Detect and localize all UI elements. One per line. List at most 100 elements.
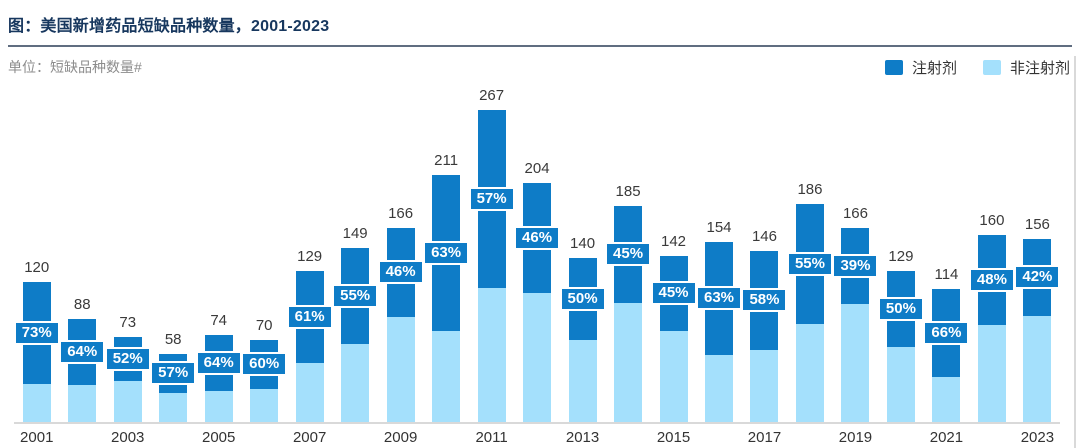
bar-column-2023: 156 42% — [1014, 88, 1061, 422]
bar-total-label: 156 — [1024, 216, 1050, 233]
bar-segment-non-injectable — [614, 303, 643, 422]
title-divider — [8, 45, 1072, 47]
bar-total-label: 166 — [388, 205, 414, 222]
x-axis-tick-label — [696, 424, 741, 446]
bar-total-label: 129 — [888, 248, 914, 265]
bar-total-label: 267 — [479, 87, 505, 104]
bar-segment-non-injectable — [159, 393, 188, 422]
bar-injectable-pct-label: 63% — [696, 286, 742, 310]
bar-segment-non-injectable — [659, 331, 688, 422]
x-axis-tick-label — [969, 424, 1014, 446]
bar-total-label: 129 — [297, 248, 323, 265]
bar-total-label: 186 — [797, 181, 823, 198]
bar-injectable-pct-label: 45% — [605, 242, 652, 266]
bar-column-2011: 267 57% — [468, 87, 515, 422]
stacked-bar — [886, 271, 915, 422]
bar-injectable-pct-label: 63% — [423, 241, 470, 265]
bar-column-2016: 154 63% — [696, 88, 742, 422]
bar-segment-non-injectable — [386, 317, 415, 422]
bar-total-label: 149 — [342, 225, 368, 242]
bar-column-2006: 70 60% — [241, 88, 288, 422]
bar-injectable-pct-label: 46% — [377, 260, 424, 284]
page-right-edge-line — [1074, 56, 1076, 448]
x-axis-tick-label: 2017 — [747, 429, 782, 446]
bar-segment-non-injectable — [568, 340, 597, 422]
x-axis-tick-label: 2007 — [292, 429, 327, 446]
bar-total-label: 154 — [706, 219, 732, 236]
x-axis-labels: 2001 2003 2005 2007 2009 2011 2013 2015 2017 2019… — [14, 424, 1060, 446]
x-axis-tick-label: 2023 — [1020, 429, 1055, 446]
legend-swatch-non-injectable-icon — [982, 59, 1001, 75]
bar-segment-non-injectable — [432, 331, 461, 422]
bar-injectable-pct-label: 58% — [741, 288, 788, 312]
stacked-bar — [22, 282, 51, 422]
bar-injectable-pct-label: 39% — [832, 254, 879, 278]
bar-column-2022: 160 48% — [968, 88, 1015, 422]
bar-total-label: 142 — [661, 233, 687, 250]
x-axis-tick-label: 2013 — [565, 429, 600, 446]
bar-segment-non-injectable — [750, 350, 779, 422]
bar-injectable-pct-label: 57% — [468, 187, 515, 211]
bar-segment-non-injectable — [1023, 316, 1052, 422]
bar-total-label: 73 — [119, 314, 137, 331]
bar-column-2010: 211 63% — [423, 88, 470, 422]
stacked-bar — [204, 335, 233, 422]
legend-label-injectable: 注射剂 — [911, 59, 957, 77]
bar-column-2007: 129 61% — [286, 88, 333, 422]
bar-injectable-pct-label: 42% — [1014, 265, 1061, 289]
bar-injectable-pct-label: 52% — [104, 347, 151, 371]
x-axis-tick-label: 2021 — [929, 429, 964, 446]
stacked-bar — [341, 248, 370, 422]
stacked-bar — [795, 204, 824, 422]
bar-column-2012: 204 46% — [514, 88, 561, 422]
bar-segment-non-injectable — [113, 381, 142, 422]
bar-injectable-pct-label: 55% — [332, 284, 379, 308]
bar-injectable-pct-label: 73% — [13, 321, 60, 345]
bar-injectable-pct-label: 50% — [877, 297, 924, 321]
bar-segment-non-injectable — [841, 304, 870, 422]
x-axis-tick-label — [332, 424, 377, 446]
legend-label-non-injectable: 非注射剂 — [1009, 59, 1070, 77]
stacked-bar — [705, 242, 733, 422]
x-axis-tick-label: 2001 — [20, 429, 54, 446]
bar-segment-non-injectable — [523, 293, 552, 422]
bar-column-2002: 88 64% — [59, 88, 106, 422]
x-axis-tick-label: 2009 — [383, 429, 418, 446]
x-axis-tick-label: 2019 — [838, 429, 873, 446]
meta-row: 单位：短缺品种数量# 注射剂 非注射剂 — [8, 56, 1070, 78]
bar-total-label: 166 — [842, 205, 868, 222]
bar-segment-non-injectable — [22, 384, 51, 422]
legend-swatch-injectable-icon — [884, 59, 903, 75]
bar-segment-non-injectable — [477, 288, 506, 422]
x-axis-tick-label: 2005 — [201, 429, 236, 446]
legend: 注射剂 非注射剂 — [884, 57, 1070, 78]
x-axis-tick-label — [878, 424, 923, 446]
bar-injectable-pct-label: 50% — [559, 287, 606, 311]
bar-total-label: 160 — [979, 212, 1005, 229]
bar-segment-non-injectable — [795, 324, 824, 422]
plot-area: 120 73% 88 64% 73 52% 58 57% 74 64% 70 60% 129 61% 149… — [13, 87, 1061, 424]
bar-segment-non-injectable — [341, 344, 370, 422]
stacked-bar — [68, 319, 97, 422]
bar-column-2005: 74 64% — [195, 88, 242, 422]
stacked-bar — [614, 206, 643, 422]
bar-total-label: 185 — [615, 183, 641, 200]
unit-label: 单位：短缺品种数量# — [8, 59, 142, 75]
bar-column-2018: 186 55% — [786, 88, 833, 422]
x-axis-tick-label — [514, 424, 559, 446]
stacked-bar — [477, 110, 506, 422]
bar-injectable-pct-label: 45% — [650, 281, 697, 305]
bar-column-2008: 149 55% — [332, 88, 379, 422]
bar-segment-non-injectable — [250, 389, 279, 422]
stacked-bar — [523, 183, 552, 422]
bar-column-2020: 129 50% — [877, 88, 924, 422]
bar-column-2021: 114 66% — [923, 88, 970, 422]
legend-item-non-injectable: 非注射剂 — [982, 57, 1070, 78]
bar-column-2004: 58 57% — [150, 88, 197, 422]
bar-total-label: 114 — [934, 266, 959, 283]
bar-segment-non-injectable — [705, 355, 733, 422]
x-axis-tick-label — [59, 424, 104, 446]
bar-segment-non-injectable — [68, 385, 97, 422]
bar-injectable-pct-label: 60% — [241, 352, 288, 376]
bar-column-2019: 166 39% — [832, 88, 879, 422]
